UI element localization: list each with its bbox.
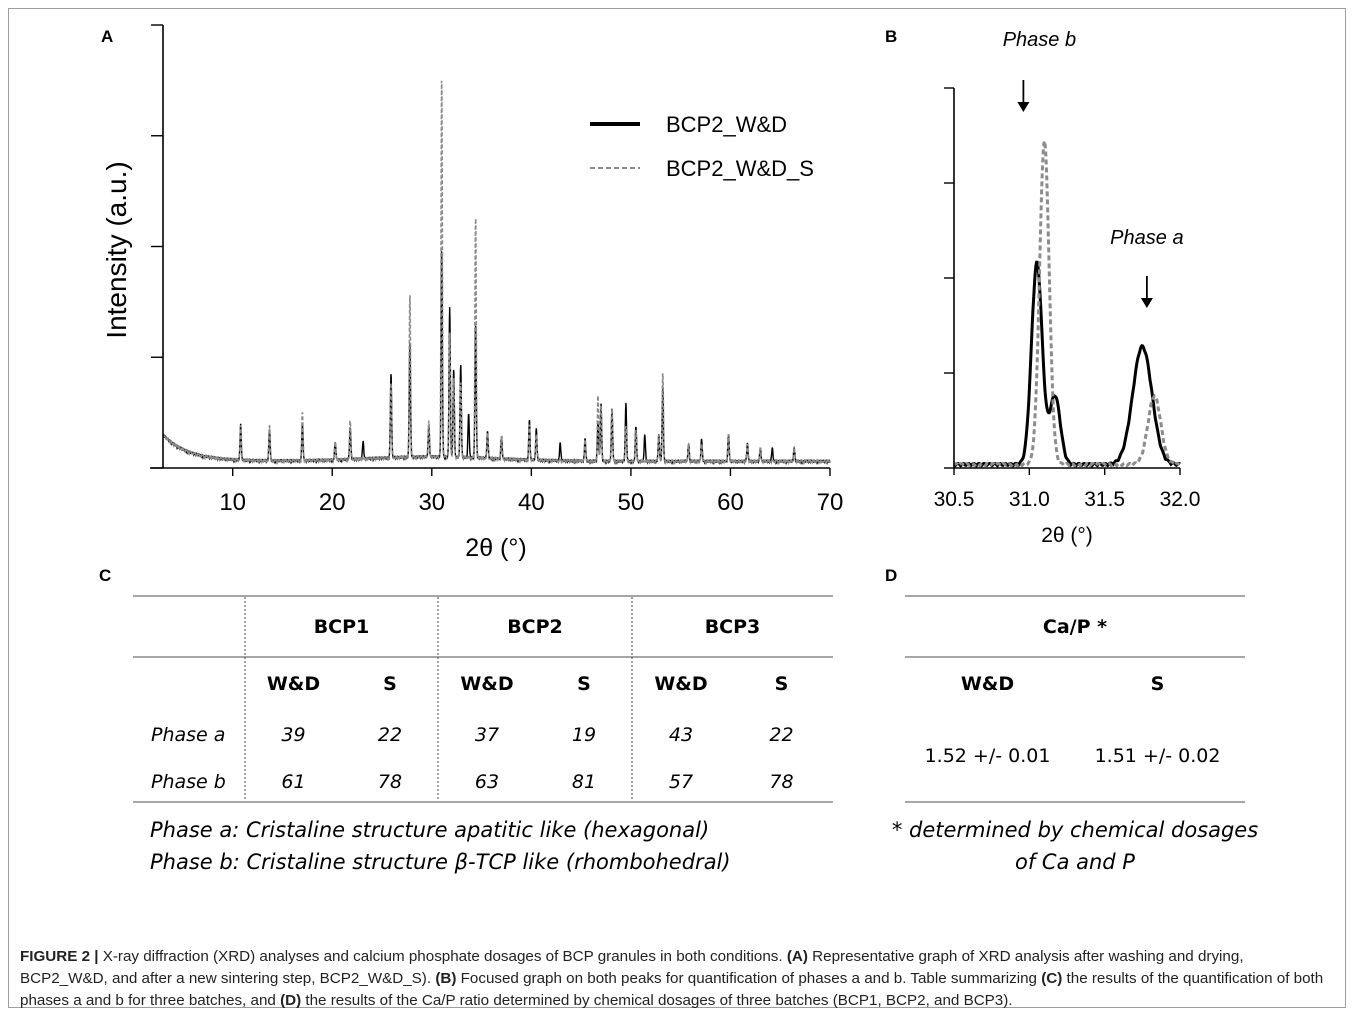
- table-row: 1.52 +/- 0.01 1.51 +/- 0.02: [905, 711, 1245, 801]
- annotation-phase-b: Phase b: [1003, 29, 1076, 51]
- b-x-tick-label: 30.5: [934, 488, 975, 511]
- b-x-tick-label: 32.0: [1160, 488, 1200, 511]
- note-phase-a: Phase a: Cristaline structure apatitic l…: [150, 818, 710, 842]
- a-x-tick-label: 20: [319, 489, 346, 516]
- sub-col: S: [774, 673, 789, 695]
- cell: 19: [571, 724, 597, 746]
- sub-col: S: [1150, 673, 1165, 695]
- legend-label-wd: BCP2_W&D: [666, 112, 787, 137]
- note-ca-p-1: * determined by chemical dosages: [891, 818, 1259, 842]
- sub-col: W&D: [654, 673, 708, 695]
- annotation-phase-a: Phase a: [1110, 227, 1183, 249]
- caption-ref-d: (D): [280, 992, 302, 1009]
- b-x-tick-label: 31.0: [1009, 488, 1050, 511]
- cell: 39: [281, 724, 306, 746]
- a-x-tick-label: 50: [618, 489, 645, 516]
- b-x-tick-label: 31.5: [1084, 488, 1125, 511]
- legend-label-s: BCP2_W&D_S: [666, 156, 814, 181]
- cell: 57: [668, 771, 694, 793]
- table-c-sub-row: W&D S W&D S W&D S: [133, 657, 833, 711]
- caption-ref-c: (C): [1041, 970, 1063, 987]
- cell: 22: [769, 724, 794, 746]
- cell: 1.52 +/- 0.01: [924, 745, 1051, 767]
- figure-caption: FIGURE 2 | X-ray diffraction (XRD) analy…: [20, 946, 1335, 1012]
- cell: 78: [769, 771, 794, 793]
- table-c-group-row: BCP1 BCP2 BCP3: [133, 597, 833, 657]
- cell: 37: [474, 724, 500, 746]
- a-xlabel: 2θ (°): [465, 534, 526, 562]
- series-line-bcp2-wd-s: [162, 80, 831, 466]
- series-line-s: [952, 140, 1181, 469]
- table-c-notes: Phase a: Cristaline structure apatitic l…: [150, 814, 731, 878]
- cell: 61: [281, 771, 306, 793]
- arrow-head-icon: [1140, 298, 1153, 308]
- arrow-head-icon: [1017, 102, 1030, 112]
- row-label: Phase b: [151, 771, 226, 793]
- caption-text: Focused graph on both peaks for quantifi…: [456, 970, 1042, 987]
- a-x-tick-label: 70: [817, 489, 844, 516]
- sub-col: W&D: [460, 673, 514, 695]
- xrd-chart-a: 10 20 30 40 50 60 70 Intensity (a.u.) 2θ (°) B…: [101, 24, 844, 562]
- xrd-chart-b: 30.5 31.0 31.5 32.0 2θ (°) Phase b Phase a: [934, 29, 1200, 547]
- note-ca-p-2: of Ca and P: [1015, 850, 1135, 874]
- caption-text: the results of the Ca/P ratio determined…: [301, 992, 1013, 1009]
- cell: 22: [377, 724, 403, 746]
- table-row: Phase b 61 78 63 81 57 78: [133, 759, 833, 805]
- sub-col: W&D: [960, 673, 1015, 695]
- panel-letter-d: D: [885, 566, 898, 585]
- a-x-tick-label: 40: [518, 489, 545, 516]
- a-x-tick-label: 60: [717, 489, 744, 516]
- cell: 78: [377, 771, 403, 793]
- cell: 43: [668, 724, 694, 746]
- cell: 81: [571, 771, 597, 793]
- figure-frame: [8, 8, 1346, 1008]
- group-bcp2: BCP2: [507, 616, 563, 638]
- sub-col: W&D: [266, 673, 321, 695]
- group-bcp3: BCP3: [704, 616, 761, 638]
- note-phase-b: Phase b: Cristaline structure β-TCP like…: [150, 850, 731, 874]
- table-row: Phase a 39 22 37 19 43 22: [133, 711, 833, 759]
- caption-text: Representative graph of XRD analysis aft…: [20, 948, 1244, 987]
- cell: 63: [474, 771, 500, 793]
- group-bcp1: BCP1: [313, 616, 370, 638]
- sub-col: S: [383, 673, 397, 695]
- ca-p-header: Ca/P *: [1042, 616, 1108, 638]
- table-c-corner: [133, 597, 245, 657]
- b-xlabel: 2θ (°): [1041, 524, 1093, 547]
- row-label: Phase a: [151, 724, 226, 746]
- panel-letter-b: B: [885, 27, 898, 46]
- a-ylabel: Intensity (a.u.): [101, 161, 132, 338]
- table-d-header-row: Ca/P *: [905, 597, 1245, 657]
- table-d: Ca/P * W&D S 1.52 +/- 0.01 1.51 +/- 0.02: [905, 597, 1245, 801]
- panel-letter-c: C: [99, 566, 112, 585]
- a-x-tick-label: 30: [418, 489, 445, 516]
- caption-text: X-ray diffraction (XRD) analyses and cal…: [98, 948, 787, 965]
- sub-col: S: [577, 673, 591, 695]
- caption-ref-a: (A): [786, 948, 808, 965]
- caption-ref-b: (B): [435, 970, 457, 987]
- panel-letter-a: A: [101, 27, 114, 46]
- cell: 1.51 +/- 0.02: [1094, 745, 1221, 767]
- caption-figure-label: FIGURE 2 |: [20, 948, 99, 965]
- table-c: BCP1 BCP2 BCP3 W&D S W&D S W&D S Phase a…: [133, 597, 833, 805]
- table-d-sub-row: W&D S: [905, 657, 1245, 711]
- a-x-tick-label: 10: [219, 489, 246, 516]
- caption-text: the results of the quantification of bot…: [20, 970, 1324, 1009]
- table-d-notes: * determined by chemical dosages of Ca a…: [885, 814, 1265, 878]
